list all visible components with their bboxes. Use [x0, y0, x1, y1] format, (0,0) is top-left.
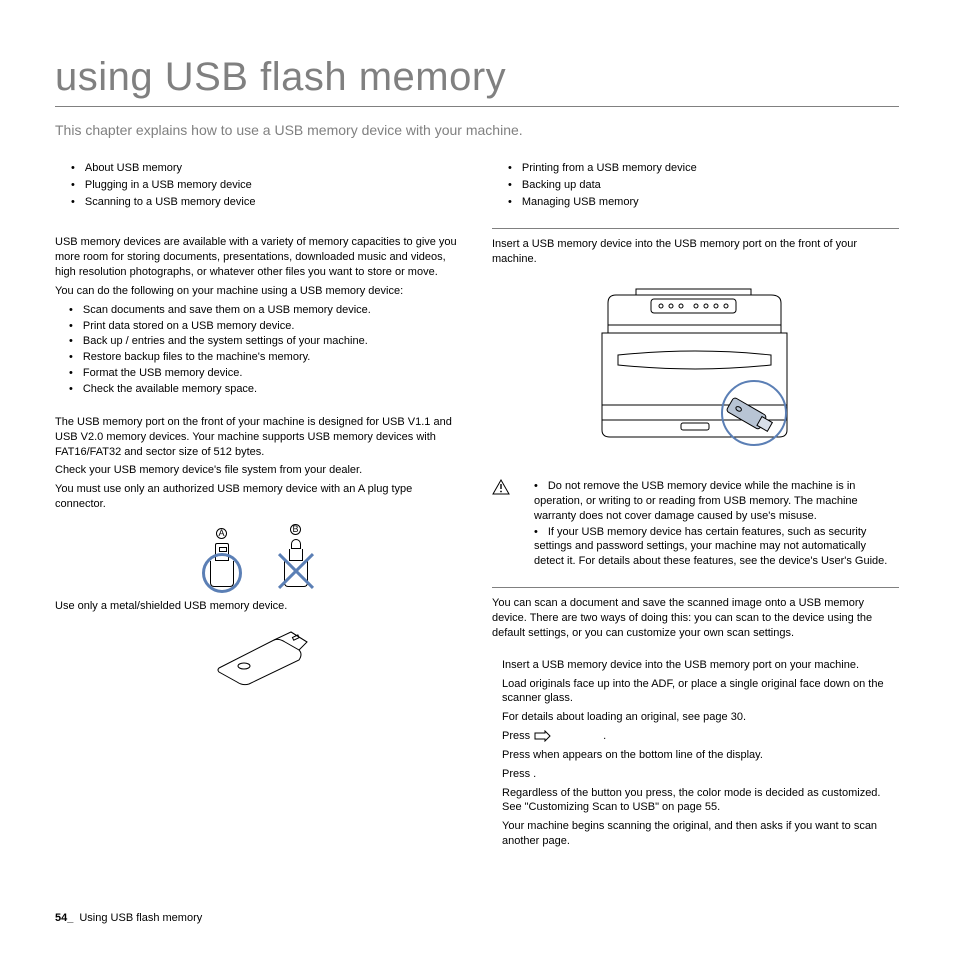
intro-text: This chapter explains how to use a USB m… — [55, 121, 899, 140]
footer-label: Using USB flash memory — [79, 912, 202, 924]
step-item: Press . Press . — [492, 728, 899, 747]
warning-icon — [492, 479, 510, 495]
plug-paragraph: Use only a metal/shielded USB memory dev… — [55, 599, 462, 614]
warning-block: Do not remove the USB memory device whil… — [492, 479, 899, 570]
toc-item: About USB memory — [55, 160, 462, 177]
toc-item: Backing up data — [492, 177, 899, 194]
page-number: 54_ — [55, 912, 73, 924]
scan-steps: Insert a USB memory device into the USB … — [492, 657, 899, 852]
plug-paragraph: The USB memory port on the front of your… — [55, 415, 462, 460]
step-item: Press . — [492, 766, 899, 785]
bullet-item: Format the USB memory device. — [55, 366, 462, 382]
step-item: For details about loading an original, s… — [492, 709, 899, 728]
label-a-icon: A — [216, 528, 227, 539]
step-item: Your machine begins scanning the origina… — [492, 818, 899, 852]
about-paragraph: USB memory devices are available with a … — [55, 235, 462, 280]
direct-usb-icon — [533, 730, 551, 742]
scan-paragraph: You can scan a document and save the sca… — [492, 596, 899, 641]
page-title: using USB flash memory — [55, 50, 899, 107]
cross-no-icon — [276, 551, 316, 591]
warning-item: If your USB memory device has certain fe… — [520, 525, 899, 571]
label-b-icon: B — [290, 524, 301, 535]
bullet-item: Scan documents and save them on a USB me… — [55, 303, 462, 319]
about-bullets: Scan documents and save them on a USB me… — [55, 303, 462, 398]
step-item: Insert a USB memory device into the USB … — [492, 657, 899, 676]
bullet-item: Check the available memory space. — [55, 382, 462, 398]
toc-item: Managing USB memory — [492, 194, 899, 211]
insert-paragraph: Insert a USB memory device into the USB … — [492, 237, 899, 267]
bullet-item: Restore backup files to the machine's me… — [55, 350, 462, 366]
toc-left: About USB memory Plugging in a USB memor… — [55, 160, 462, 211]
plug-paragraph: Check your USB memory device's file syst… — [55, 463, 462, 478]
ok-circle-icon — [202, 553, 242, 593]
printer-illustration — [576, 275, 816, 465]
content-columns: About USB memory Plugging in a USB memor… — [55, 160, 899, 852]
usb-connector-diagram: A B — [55, 524, 462, 587]
warning-item: Do not remove the USB memory device whil… — [520, 479, 899, 525]
usb-stick-diagram — [55, 626, 462, 686]
plug-paragraph: You must use only an authorized USB memo… — [55, 482, 462, 512]
about-paragraph: You can do the following on your machine… — [55, 284, 462, 299]
left-column: About USB memory Plugging in a USB memor… — [55, 160, 462, 852]
toc-right: Printing from a USB memory device Backin… — [492, 160, 899, 211]
step-item: Press when appears on the bottom line of… — [492, 747, 899, 766]
right-column: Printing from a USB memory device Backin… — [492, 160, 899, 852]
step-item: Regardless of the button you press, the … — [492, 785, 899, 819]
toc-item: Scanning to a USB memory device — [55, 194, 462, 211]
toc-item: Printing from a USB memory device — [492, 160, 899, 177]
step-item: Load originals face up into the ADF, or … — [492, 676, 899, 710]
bullet-item: Back up / entries and the system setting… — [55, 334, 462, 350]
toc-item: Plugging in a USB memory device — [55, 177, 462, 194]
bullet-item: Print data stored on a USB memory device… — [55, 319, 462, 335]
page-footer: 54_ Using USB flash memory — [55, 911, 202, 926]
